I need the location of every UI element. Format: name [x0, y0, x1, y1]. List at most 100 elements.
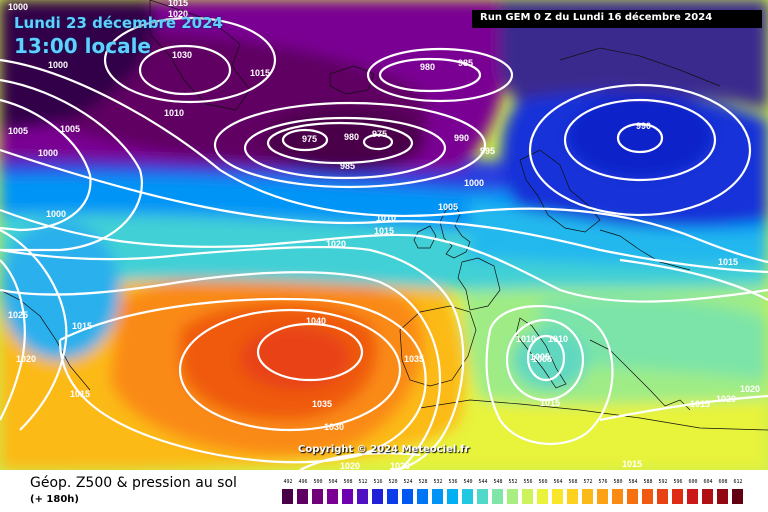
pressure-label: 990	[454, 133, 469, 143]
scandinavia-low	[570, 95, 710, 175]
isobars	[0, 16, 768, 470]
pressure-label: 1005	[438, 202, 458, 212]
pressure-label: 1005	[60, 124, 80, 134]
scandinavia-coast	[519, 149, 601, 233]
pressure-label: 1005	[8, 126, 28, 136]
scale-segment: 556	[522, 478, 534, 506]
ireland-coast	[413, 225, 437, 249]
scale-segment: 592	[657, 478, 669, 506]
pressure-label: 1010	[516, 334, 536, 344]
scale-segment: 524	[402, 478, 414, 506]
pressure-label: 975	[302, 134, 317, 144]
scale-swatch	[567, 489, 579, 504]
scale-label: 544	[478, 479, 488, 485]
scale-swatch	[612, 489, 624, 504]
scale-swatch	[477, 489, 489, 504]
pressure-label: 1020	[716, 394, 736, 404]
scale-swatch	[507, 489, 519, 504]
isobar-north-985	[366, 47, 514, 103]
scale-swatch	[672, 489, 684, 504]
pressure-label: 1020	[16, 354, 36, 364]
scale-segment: 596	[672, 478, 684, 506]
scandinavia-cyan	[470, 200, 768, 266]
scale-segment: 588	[642, 478, 654, 506]
lead-time: (+ 180h)	[30, 494, 79, 505]
scale-label: 592	[658, 479, 668, 485]
pressure-label: 1015	[250, 68, 270, 78]
italy-coast	[515, 317, 567, 389]
scale-segment: 536	[447, 478, 459, 506]
pressure-label: 1020	[340, 461, 360, 470]
pressure-label: 1000	[38, 148, 58, 158]
pressure-label: 1015	[168, 0, 188, 8]
scale-segment: 604	[702, 478, 714, 506]
pressure-label: 975	[372, 129, 387, 139]
scale-swatch	[447, 489, 459, 504]
nw-indigo	[0, 0, 156, 130]
scale-label: 548	[493, 479, 503, 485]
scale-swatch	[297, 489, 309, 504]
scale-label: 532	[433, 479, 443, 485]
scale-label: 560	[538, 479, 548, 485]
scale-swatch	[432, 489, 444, 504]
scale-segment: 528	[417, 478, 429, 506]
scale-label: 520	[388, 479, 398, 485]
pressure-label: 1015	[72, 321, 92, 331]
scale-segment: 548	[492, 478, 504, 506]
scale-segment: 568	[567, 478, 579, 506]
scale-label: 552	[508, 479, 518, 485]
pressure-label: 1005	[532, 354, 552, 364]
isobar-scandinavia-1000	[528, 83, 752, 217]
scale-swatch	[642, 489, 654, 504]
isobar-1035	[178, 308, 402, 432]
scale-label: 496	[298, 479, 308, 485]
scale-segment: 564	[552, 478, 564, 506]
north-africa-coast	[419, 399, 768, 431]
scale-segment: 500	[312, 478, 324, 506]
isobar-low-985	[243, 116, 447, 180]
pressure-label: 990	[636, 121, 651, 131]
scale-segment: 496	[297, 478, 309, 506]
scale-segment: 544	[477, 478, 489, 506]
upper-low	[265, 108, 425, 172]
pressure-label: 1015	[718, 257, 738, 267]
scale-segment: 612	[732, 478, 744, 506]
scale-label: 540	[463, 479, 473, 485]
pressure-label: 1015	[540, 398, 560, 408]
scale-swatch	[387, 489, 399, 504]
scale-label: 588	[643, 479, 653, 485]
scale-label: 516	[373, 479, 383, 485]
isobar-1010	[0, 148, 768, 274]
scale-label: 604	[703, 479, 713, 485]
isobar-1005-west	[0, 78, 143, 252]
pressure-label: 1000	[48, 60, 68, 70]
scale-label: 528	[418, 479, 428, 485]
pressure-label: 1015	[622, 459, 642, 469]
pressure-label: 1005	[530, 352, 550, 362]
scale-swatch	[522, 489, 534, 504]
product-title: Géop. Z500 & pression au sol	[30, 475, 237, 491]
scale-segment: 504	[327, 478, 339, 506]
scale-label: 572	[583, 479, 593, 485]
isobar-1020-main	[0, 245, 465, 470]
scale-swatch	[597, 489, 609, 504]
scale-label: 608	[718, 479, 728, 485]
pressure-label: 1020	[390, 461, 410, 470]
scale-label: 600	[688, 479, 698, 485]
scale-label: 500	[313, 479, 323, 485]
scale-swatch	[687, 489, 699, 504]
pressure-label: 1015	[70, 389, 90, 399]
scale-swatch	[282, 489, 294, 504]
scale-label: 568	[568, 479, 578, 485]
scale-swatch	[492, 489, 504, 504]
baltic-coast	[599, 229, 691, 271]
isobar-1040	[256, 322, 364, 382]
high-center	[240, 326, 350, 390]
scale-segment: 552	[507, 478, 519, 506]
pressure-label: 980	[420, 62, 435, 72]
isobar-scandinavia-990	[616, 122, 664, 154]
pressure-label: 985	[340, 161, 355, 171]
scale-segment: 520	[387, 478, 399, 506]
